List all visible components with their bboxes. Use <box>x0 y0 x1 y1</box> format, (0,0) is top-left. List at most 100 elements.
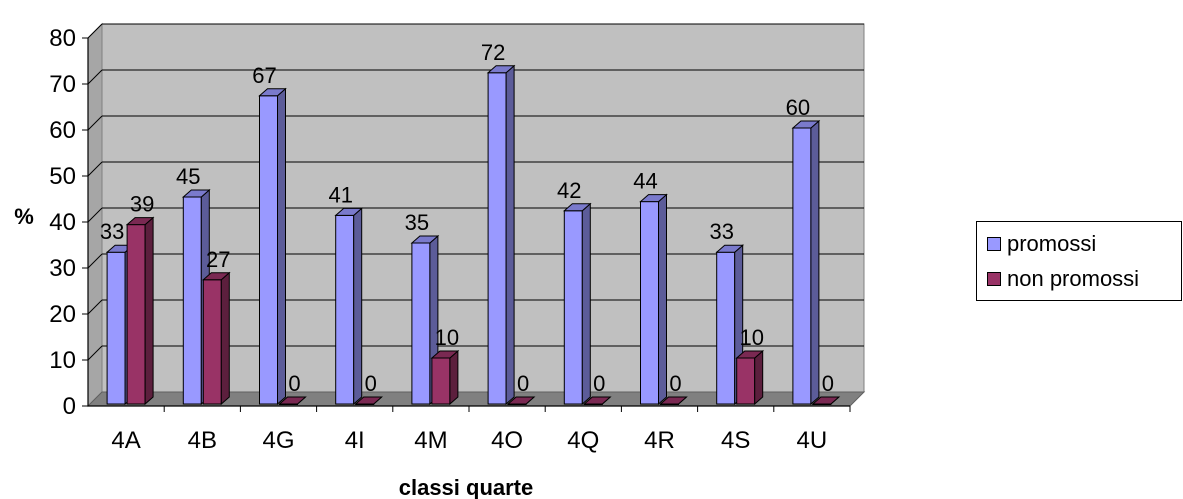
gridline-depth <box>87 69 103 85</box>
bar-non-promossi-4S <box>736 357 756 405</box>
legend-item-non-promossi: non promossi <box>987 266 1139 292</box>
bar-top <box>201 272 231 281</box>
bar-promossi-4B <box>182 196 202 405</box>
bar-top <box>562 203 592 212</box>
data-label: 60 <box>786 95 810 120</box>
bar-side <box>144 216 154 406</box>
legend-label-non-promossi: non promossi <box>1007 266 1140 291</box>
x-tick-label: 4R <box>644 427 675 454</box>
y-tick-label: 40 <box>49 209 76 236</box>
y-tick-label: 10 <box>49 347 76 374</box>
bar-top <box>125 217 155 226</box>
x-tick-label: 4M <box>414 427 447 454</box>
x-tick-label: 4I <box>345 427 365 454</box>
data-label: 33 <box>709 219 733 244</box>
gridline-depth <box>87 115 103 131</box>
data-label: 0 <box>822 371 834 396</box>
bar-non-promossi-4B <box>202 279 222 405</box>
data-label: 0 <box>365 371 377 396</box>
bar-top <box>334 207 364 216</box>
data-label: 39 <box>130 192 154 217</box>
bars <box>105 64 841 406</box>
y-tick-label: 50 <box>49 163 76 190</box>
bar-promossi-4S <box>716 251 736 405</box>
data-label: 35 <box>405 210 429 235</box>
y-axis-label: % <box>14 204 34 229</box>
bar-top <box>430 350 460 359</box>
legend-swatch-non-promossi <box>987 272 1001 286</box>
data-label: 44 <box>633 169 657 194</box>
bar-side <box>277 87 286 406</box>
x-tick-label: 4O <box>491 427 523 454</box>
y-tick-label: 0 <box>63 393 76 420</box>
bar-side <box>810 119 820 406</box>
bar-side <box>754 349 764 406</box>
bar-promossi-4A <box>106 251 126 405</box>
x-tick-label: 4A <box>111 427 140 454</box>
x-axis-label: classi quarte <box>399 475 534 499</box>
x-tick-label: 4S <box>721 427 750 454</box>
bar-promossi-4Q <box>563 210 583 405</box>
bar-top <box>659 396 688 405</box>
tick-labels: 0 10 20 30 40 50 60 70 80 4A 4B 4G 4I 4M 4O 4Q 4R 4S 4U <box>49 25 827 454</box>
bar-promossi-4O <box>487 72 507 405</box>
legend: promossi non promossi <box>976 221 1182 301</box>
bar-top <box>258 88 287 97</box>
bar-top <box>506 396 536 405</box>
y-tick-label: 70 <box>49 71 76 98</box>
bar-top <box>410 235 440 244</box>
legend-swatch-promossi <box>987 237 1001 251</box>
bar-non-promossi-4A <box>126 224 146 405</box>
bar-side <box>658 193 667 406</box>
bar-top <box>735 350 765 359</box>
y-tick-label: 80 <box>49 25 76 52</box>
bar-promossi-4I <box>335 214 355 405</box>
gridline-depth <box>87 345 103 361</box>
gridline-depth <box>87 207 103 223</box>
data-label: 10 <box>435 325 459 350</box>
data-label: 72 <box>481 40 505 65</box>
legend-item-promossi: promossi <box>987 231 1096 257</box>
data-label: 0 <box>669 371 681 396</box>
axes <box>82 37 851 412</box>
bar-top <box>639 194 668 203</box>
data-label: 45 <box>176 164 200 189</box>
data-label: 27 <box>206 247 230 272</box>
data-label: 0 <box>517 371 529 396</box>
gridline-depth <box>87 161 103 177</box>
gridline-depth <box>87 23 103 39</box>
bar-side <box>505 64 515 406</box>
gridline-depth <box>87 253 103 269</box>
bar-top <box>811 396 841 405</box>
gridline-depth <box>87 299 103 315</box>
data-label: 67 <box>252 63 276 88</box>
data-label: 0 <box>288 371 300 396</box>
y-tick-label: 20 <box>49 301 76 328</box>
legend-label-promossi: promossi <box>1007 231 1097 256</box>
bar-side <box>353 207 363 406</box>
x-tick-label: 4U <box>797 427 828 454</box>
bar-top <box>486 65 516 74</box>
bar-side <box>220 271 230 406</box>
bar-top <box>354 396 384 405</box>
data-label: 33 <box>100 219 124 244</box>
y-tick-label: 30 <box>49 255 76 282</box>
data-label: 41 <box>328 182 352 207</box>
x-tick-label: 4B <box>188 427 217 454</box>
bar-promossi-4U <box>792 127 812 405</box>
y-tick-label: 60 <box>49 117 76 144</box>
bar-promossi-4G <box>259 95 278 405</box>
bar-promossi-4R <box>640 201 659 405</box>
bar-non-promossi-4M <box>431 357 451 405</box>
data-label: 0 <box>593 371 605 396</box>
x-tick-label: 4Q <box>567 427 599 454</box>
bar-top <box>715 244 745 253</box>
bar-promossi-4M <box>411 242 431 405</box>
bar-side <box>449 349 459 406</box>
data-label: 10 <box>739 325 763 350</box>
bar-side <box>581 202 591 406</box>
bar-top <box>791 120 821 129</box>
bar-top <box>582 396 612 405</box>
